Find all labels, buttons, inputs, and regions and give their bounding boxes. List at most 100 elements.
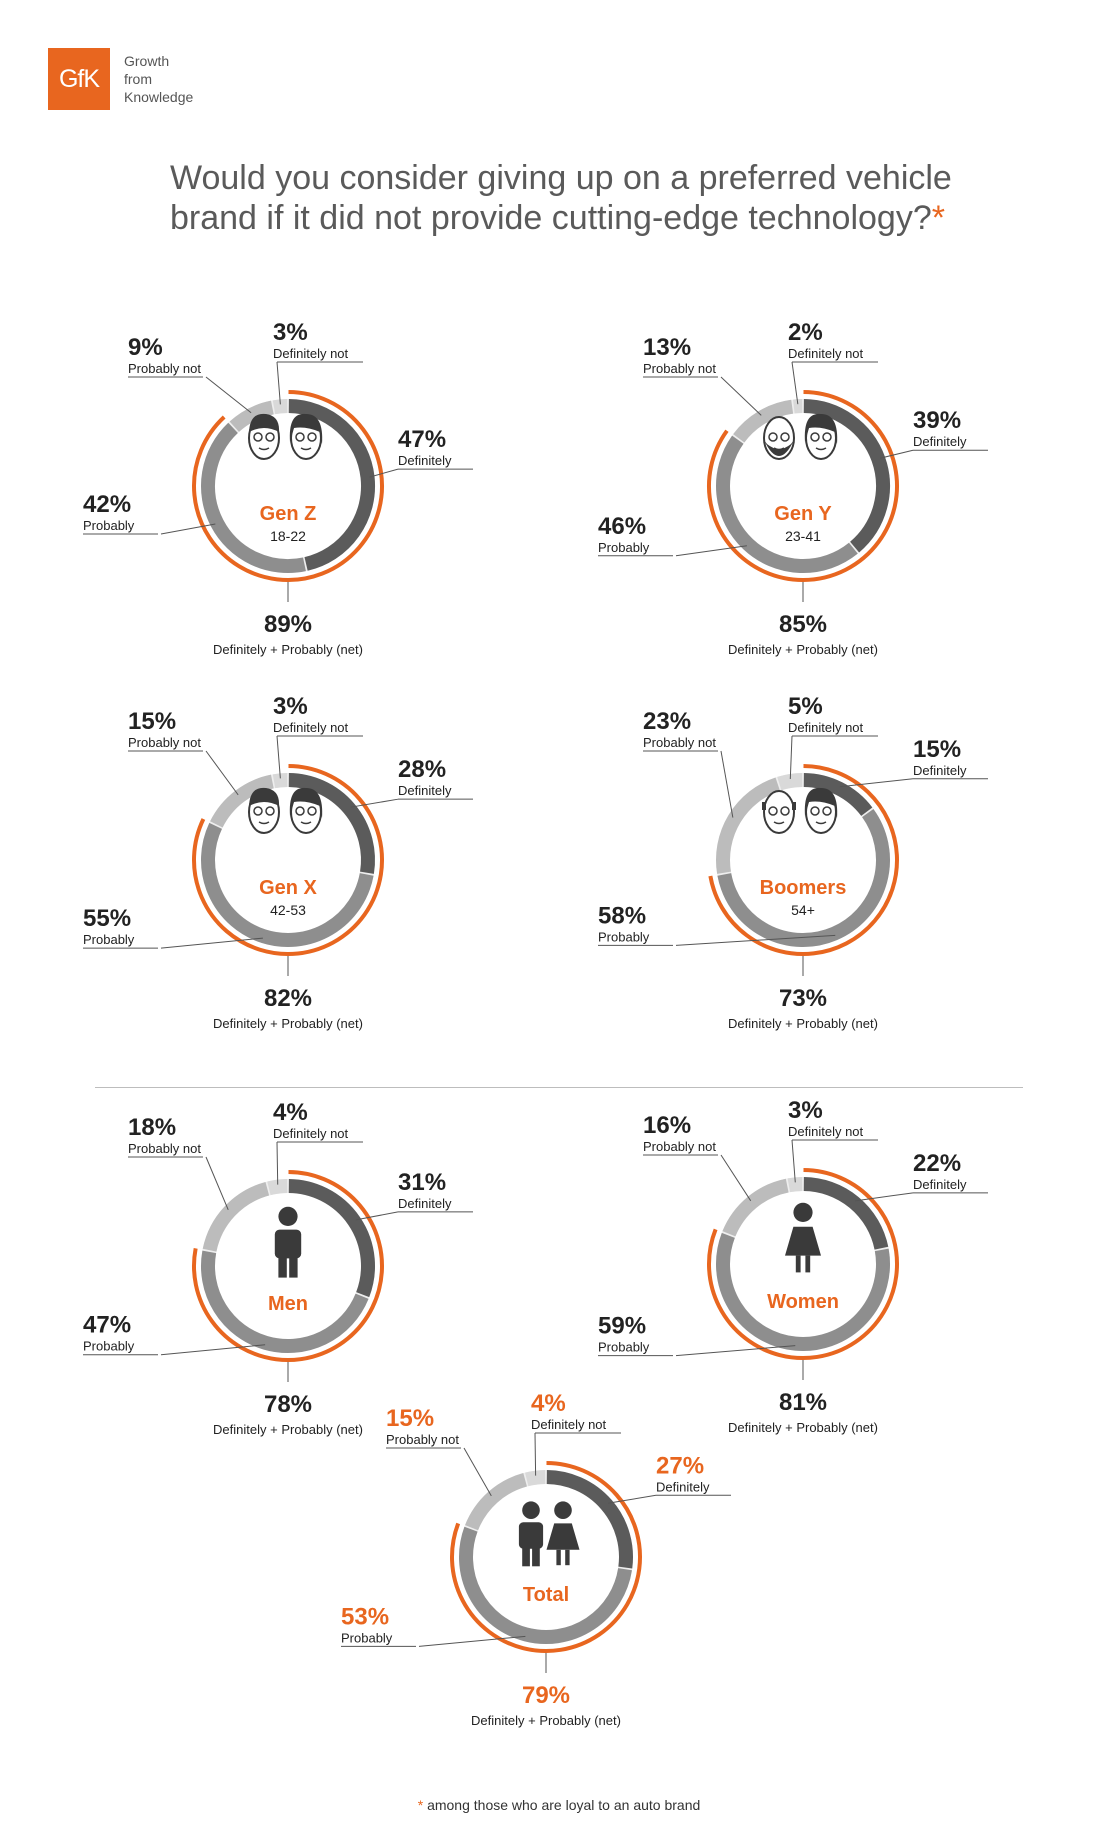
category-label: Definitely not xyxy=(273,720,349,735)
hair xyxy=(249,787,280,806)
title-line-2: brand if it did not provide cutting-edge… xyxy=(170,198,990,238)
person-leg xyxy=(522,1546,530,1567)
segment-definitely-not xyxy=(267,1179,288,1196)
mouth xyxy=(300,447,312,451)
category-label: Definitely xyxy=(656,1479,710,1494)
net-value: 73% xyxy=(779,985,827,1012)
net-value: 79% xyxy=(522,1682,570,1709)
group-name: Gen Y xyxy=(774,503,832,525)
face-outline xyxy=(763,790,795,834)
net-arc xyxy=(707,390,899,582)
person-leg xyxy=(795,1255,801,1273)
group-name: Women xyxy=(767,1291,839,1313)
segment-definitely-not xyxy=(793,399,803,414)
leader-line xyxy=(276,735,281,779)
value-label: 3% xyxy=(788,1097,823,1124)
glasses-lens xyxy=(295,432,305,442)
segment-probably-not xyxy=(465,1473,528,1531)
tagline-line: Growth xyxy=(124,53,170,69)
hair xyxy=(804,787,838,818)
mouth xyxy=(258,821,270,825)
category-label: Probably xyxy=(598,929,650,944)
category-label: Definitely xyxy=(913,434,967,449)
value-label: 47% xyxy=(398,426,446,453)
category-label: Probably not xyxy=(386,1432,459,1447)
glasses-lens xyxy=(307,432,317,442)
donut-center xyxy=(731,1192,875,1336)
value-label: 13% xyxy=(643,334,691,361)
glasses-lens xyxy=(810,432,820,442)
category-label: Definitely xyxy=(398,453,452,468)
value-label: 28% xyxy=(398,756,446,783)
glasses-lens xyxy=(768,432,778,442)
category-label: Definitely not xyxy=(273,1126,349,1141)
section-divider xyxy=(95,1087,1023,1088)
value-label: 4% xyxy=(531,1390,566,1417)
leader-line xyxy=(789,735,793,780)
category-label: Definitely xyxy=(913,1177,967,1192)
person-head xyxy=(278,1206,298,1226)
mouth xyxy=(300,821,312,825)
value-label: 23% xyxy=(643,708,691,735)
leader-line xyxy=(369,468,399,478)
value-label: 15% xyxy=(913,736,961,763)
value-label: 3% xyxy=(273,319,308,346)
mouth xyxy=(773,821,785,825)
segment-probably xyxy=(201,422,306,573)
segment-probably-not xyxy=(210,774,274,828)
leader-line xyxy=(463,1447,492,1497)
category-label: Probably not xyxy=(643,1139,716,1154)
person-leg xyxy=(532,1546,540,1567)
group-name: Total xyxy=(523,1584,569,1606)
group-age-range: 42-53 xyxy=(270,902,306,918)
net-label: Definitely + Probably (net) xyxy=(213,1422,363,1437)
segment-probably-not xyxy=(229,400,274,433)
glasses-lens xyxy=(822,806,832,816)
net-label: Definitely + Probably (net) xyxy=(471,1713,621,1728)
value-label: 2% xyxy=(788,319,823,346)
leader-line xyxy=(880,449,914,459)
segment-probably xyxy=(716,1232,890,1351)
hair xyxy=(804,413,838,444)
segment-definitely xyxy=(288,773,375,874)
leader-line xyxy=(534,1432,537,1476)
segment-definitely-not xyxy=(272,399,288,415)
leader-line xyxy=(720,1154,752,1202)
donut-women: Women 22%Definitely 59%Probably 16%Probably… xyxy=(598,1097,988,1435)
mouth xyxy=(815,821,827,825)
leader-line xyxy=(675,934,836,946)
net-value: 81% xyxy=(779,1389,827,1416)
net-value: 85% xyxy=(779,611,827,638)
leader-line xyxy=(720,376,762,416)
segment-definitely xyxy=(803,1177,889,1250)
value-label: 9% xyxy=(128,334,163,361)
net-arc xyxy=(192,390,384,582)
category-label: Probably not xyxy=(643,361,716,376)
leader-line xyxy=(160,937,263,949)
value-label: 5% xyxy=(788,693,823,720)
segment-probably-not xyxy=(733,399,794,443)
mouth xyxy=(258,447,270,451)
group-name: Boomers xyxy=(760,877,847,899)
value-label: 42% xyxy=(83,491,131,518)
net-arc xyxy=(708,764,899,956)
person-dress xyxy=(785,1226,821,1256)
value-label: 59% xyxy=(598,1313,646,1340)
tagline-line: from xyxy=(124,71,152,87)
footnote-asterisk: * xyxy=(417,1797,424,1813)
donut-center xyxy=(474,1485,618,1629)
leader-line xyxy=(418,1635,526,1647)
tagline: Growth from Knowledge xyxy=(124,52,244,106)
gfk-logo: GfK xyxy=(48,48,110,110)
segment-definitely-not xyxy=(525,1470,546,1487)
glasses-lens xyxy=(295,806,305,816)
leader-line xyxy=(355,1211,399,1221)
page-title: Would you consider giving up on a prefer… xyxy=(170,158,990,238)
group-name: Gen Z xyxy=(260,503,317,525)
category-label: Probably xyxy=(598,1340,650,1355)
person-head xyxy=(793,1202,813,1222)
segment-probably xyxy=(717,808,890,947)
category-label: Definitely xyxy=(398,1196,452,1211)
value-label: 58% xyxy=(598,902,646,929)
segment-definitely xyxy=(288,1179,375,1298)
